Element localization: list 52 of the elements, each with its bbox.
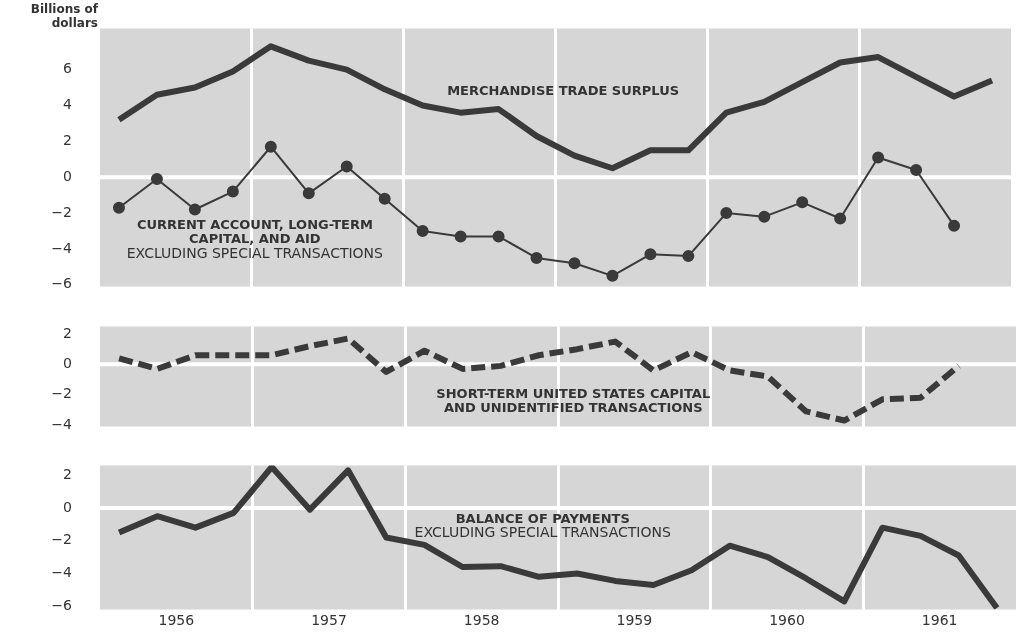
series-label: SHORT-TERM UNITED STATES CAPITAL AND UNIDENTIFIED TRANSACTIONS [436,386,711,416]
x-tick-label: 1961 [921,611,958,628]
point [720,207,733,220]
point [948,219,961,232]
annotation: EXCLUDING SPECIAL TRANSACTIONS [126,244,384,261]
point [872,151,885,164]
point [454,230,467,243]
point [568,257,581,270]
x-tick-label: 1960 [769,611,805,628]
point [302,187,315,200]
point [264,140,277,153]
x-tick-label: 1956 [158,611,195,628]
point [150,173,163,186]
point [682,250,695,263]
point [758,210,771,223]
y-tick-label: −2 [51,203,72,220]
y-tick-label: −2 [51,385,72,402]
point [340,160,353,173]
y-tick-label: −4 [51,415,73,432]
series-label: MERCHANDISE TRADE SURPLUS [447,82,680,98]
y-tick-label: 4 [63,96,73,113]
x-tick-label: 1957 [311,611,347,628]
point [606,269,619,282]
y-tick-label: −2 [51,531,72,548]
point [910,164,923,177]
y-tick-label: −4 [51,239,73,256]
y-tick-label: 2 [63,324,72,341]
point [530,251,543,264]
y-tick-label: −4 [51,564,73,581]
point [644,248,657,261]
series-label: CURRENT ACCOUNT, LONG-TERM CAPITAL, AND AID [136,217,373,247]
text: BALANCE OF PAYMENTS [455,510,630,526]
x-tick-label: 1959 [616,611,653,628]
point [416,225,429,238]
point [796,196,809,209]
y-axis-title: Billions of dollars [29,2,98,30]
y-tick-label: 0 [63,498,72,515]
point [112,201,125,214]
y-tick-label: 2 [63,465,72,482]
x-tick-label: 1958 [463,611,500,628]
point [492,230,505,243]
y-tick-label: 0 [63,167,72,184]
y-tick-label: −6 [51,596,73,613]
point [226,185,239,198]
y-tick-label: −6 [51,275,73,292]
y-tick-label: 6 [63,60,73,77]
point [188,203,201,216]
point [378,192,391,205]
point [834,212,847,225]
annotation: EXCLUDING SPECIAL TRANSACTIONS [414,524,671,541]
y-tick-label: 2 [63,132,72,148]
y-tick-label: 0 [63,355,72,371]
